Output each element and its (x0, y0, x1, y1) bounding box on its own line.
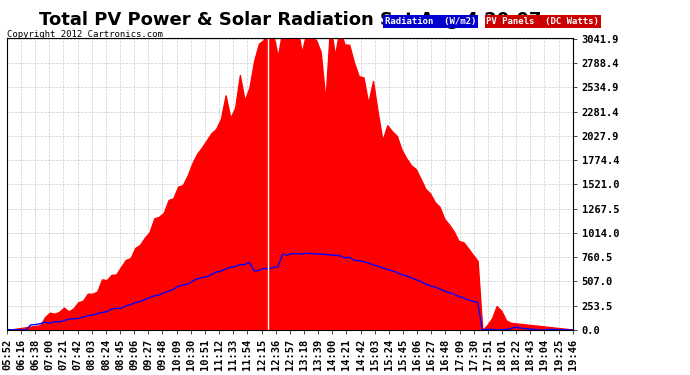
Text: Total PV Power & Solar Radiation Sat Aug 4 20:07: Total PV Power & Solar Radiation Sat Aug… (39, 11, 541, 29)
Text: PV Panels  (DC Watts): PV Panels (DC Watts) (486, 17, 600, 26)
Text: Copyright 2012 Cartronics.com: Copyright 2012 Cartronics.com (7, 30, 163, 39)
Text: Radiation  (W/m2): Radiation (W/m2) (385, 17, 476, 26)
